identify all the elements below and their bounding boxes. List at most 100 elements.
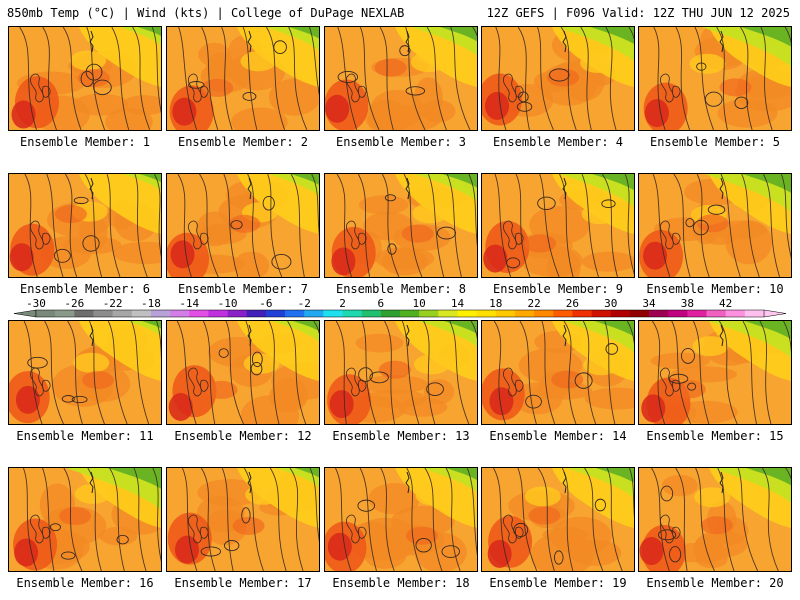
colorbar-swatch [457, 310, 477, 317]
ensemble-member-map [166, 173, 320, 278]
temperature-field [325, 174, 477, 277]
colorbar-tick-label: 10 [413, 297, 426, 310]
ensemble-member-map [324, 320, 478, 425]
colorbar-tick-label: 2 [339, 297, 346, 310]
colorbar-tick-label: -30 [26, 297, 46, 310]
colorbar-swatch [342, 310, 362, 317]
temperature-field [167, 27, 319, 130]
colorbar-swatch [610, 310, 631, 317]
ensemble-member-map [324, 173, 478, 278]
colorbar-swatch [419, 310, 439, 317]
colorbar-swatch [208, 310, 228, 317]
ensemble-member-label: Ensemble Member: 15 [646, 429, 784, 443]
colorbar-max-arrow [763, 309, 787, 318]
colorbar-tick-label: -14 [179, 297, 199, 310]
ensemble-member-map [166, 467, 320, 572]
ensemble-member-map [481, 26, 635, 131]
ensemble-member-label: Ensemble Member: 16 [16, 576, 154, 590]
ensemble-member-map [638, 26, 792, 131]
ensemble-member-label: Ensemble Member: 11 [16, 429, 154, 443]
ensemble-member-label: Ensemble Member: 6 [19, 282, 151, 296]
colorbar-swatch [649, 310, 669, 317]
ensemble-member-map [638, 173, 792, 278]
map-title: 850mb Temp (°C) | Wind (kts) | College o… [7, 6, 405, 20]
ensemble-member-map [8, 173, 162, 278]
ensemble-member-label: Ensemble Member: 9 [492, 282, 624, 296]
ensemble-member-label: Ensemble Member: 14 [489, 429, 627, 443]
temperature-field [482, 174, 634, 277]
run-valid-time: 12Z GEFS | F096 Valid: 12Z THU JUN 12 20… [486, 6, 790, 20]
colorbar-swatch [591, 310, 612, 317]
colorbar-swatch [706, 310, 726, 317]
ensemble-member-label: Ensemble Member: 13 [332, 429, 470, 443]
colorbar-swatch [438, 310, 458, 317]
colorbar-swatch [170, 310, 190, 317]
temperature-field [639, 174, 791, 277]
ensemble-member-map [166, 26, 320, 131]
colorbar-tick-label: 6 [378, 297, 385, 310]
temperature-field [639, 27, 791, 130]
temperature-field [167, 468, 319, 571]
temperature-field [9, 321, 161, 424]
colorbar-swatch [725, 310, 746, 317]
colorbar-tick-label: 22 [527, 297, 540, 310]
ensemble-member-label: Ensemble Member: 1 [19, 135, 151, 149]
ensemble-member-label: Ensemble Member: 12 [174, 429, 312, 443]
colorbar-swatch [36, 310, 56, 317]
ensemble-member-map [166, 320, 320, 425]
ensemble-member-label: Ensemble Member: 17 [174, 576, 312, 590]
colorbar-swatch [285, 310, 305, 317]
colorbar-swatch [380, 310, 401, 317]
colorbar-swatch [495, 310, 516, 317]
temperature-field [325, 468, 477, 571]
ensemble-member-label: Ensemble Member: 4 [492, 135, 624, 149]
colorbar-swatch [400, 310, 420, 317]
colorbar-swatch [93, 310, 113, 317]
temperature-colorbar: -30 -26 -22 -18 -14 -10 -6 -2 2 6 10 14 18 22 26 30 34 38… [13, 297, 787, 318]
ensemble-member-map [481, 320, 635, 425]
temperature-field [9, 468, 161, 571]
ensemble-member-map [481, 173, 635, 278]
temperature-field [639, 468, 791, 571]
temperature-field [482, 468, 634, 571]
temperature-field [9, 174, 161, 277]
colorbar-swatch [744, 310, 765, 317]
colorbar-swatch [629, 310, 650, 317]
colorbar-swatch [227, 310, 248, 317]
ensemble-member-map [8, 467, 162, 572]
ensemble-member-map [481, 467, 635, 572]
colorbar-swatch [553, 310, 573, 317]
temperature-field [325, 27, 477, 130]
temperature-field [482, 27, 634, 130]
ensemble-member-label: Ensemble Member: 18 [332, 576, 470, 590]
colorbar-swatch [265, 310, 286, 317]
colorbar-tick-label: -2 [298, 297, 311, 310]
colorbar-swatch [687, 310, 707, 317]
ensemble-member-label: Ensemble Member: 7 [177, 282, 309, 296]
colorbar-tick-label: -18 [141, 297, 161, 310]
ensemble-member-map [8, 320, 162, 425]
temperature-field [325, 321, 477, 424]
colorbar-tick-label: -22 [103, 297, 123, 310]
ensemble-member-map [638, 467, 792, 572]
colorbar-tick-label: 42 [719, 297, 732, 310]
colorbar-swatch [572, 310, 592, 317]
temperature-field [9, 27, 161, 130]
colorbar-tick-label: 26 [566, 297, 579, 310]
ensemble-member-map [324, 26, 478, 131]
colorbar-tick-label: -26 [64, 297, 84, 310]
temperature-field [167, 321, 319, 424]
colorbar-tick-label: 34 [642, 297, 656, 310]
colorbar-swatch [131, 310, 152, 317]
colorbar-swatch [668, 310, 688, 317]
ensemble-member-label: Ensemble Member: 5 [649, 135, 781, 149]
colorbar-tick-label: 18 [489, 297, 502, 310]
ensemble-member-map [8, 26, 162, 131]
colorbar-swatch [476, 310, 497, 317]
colorbar-tick-label: -10 [218, 297, 238, 310]
ensemble-member-label: Ensemble Member: 3 [335, 135, 467, 149]
temperature-field [167, 174, 319, 277]
ensemble-member-label: Ensemble Member: 8 [335, 282, 467, 296]
colorbar-swatch [112, 310, 133, 317]
colorbar-swatch [150, 310, 171, 317]
